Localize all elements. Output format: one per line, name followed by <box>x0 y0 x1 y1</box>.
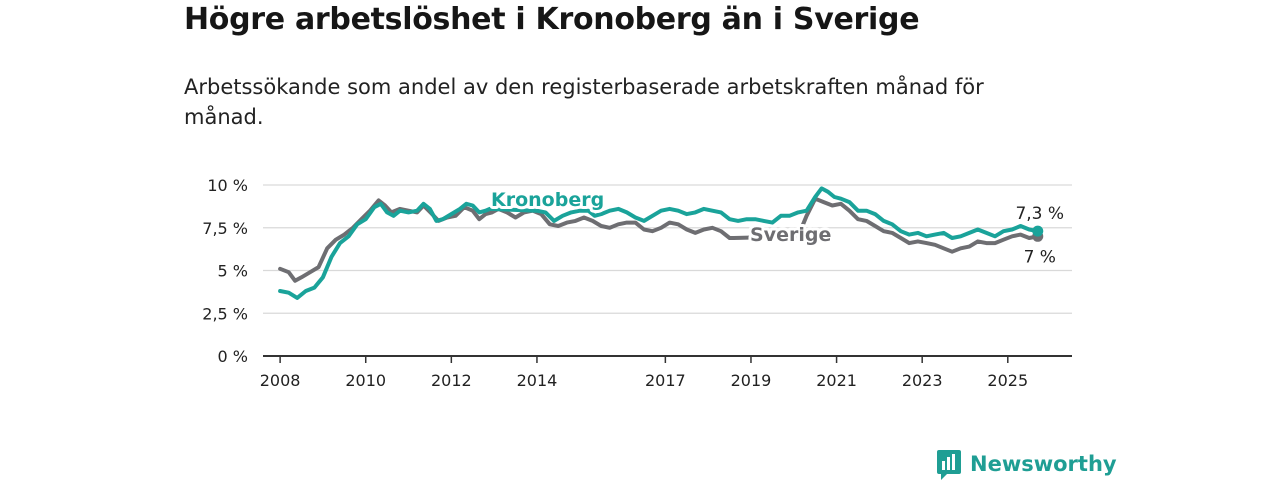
series-label-sverige-halo: Sverige <box>750 224 831 246</box>
x-tick-label: 2025 <box>987 371 1028 390</box>
x-tick-label: 2014 <box>517 371 558 390</box>
newsworthy-logo-icon <box>937 450 961 480</box>
y-tick-label: 0 % <box>218 347 248 366</box>
x-tick-label: 2023 <box>902 371 943 390</box>
y-tick-label: 7,5 % <box>202 219 248 238</box>
x-tick-label: 2008 <box>260 371 301 390</box>
series-lines <box>278 186 1044 300</box>
y-tick-label: 10 % <box>207 176 248 195</box>
y-axis-tick-labels: 0 % 2,5 % 5 % 7,5 % 10 % <box>202 176 248 366</box>
end-label-sverige: 7 % <box>1024 247 1056 267</box>
x-axis: 2008 2010 2012 2014 2017 2019 2021 2023 2025 <box>260 355 1072 390</box>
x-tick-label: 2019 <box>731 371 772 390</box>
end-label-kronoberg-halo: 7,3 % <box>1015 204 1064 224</box>
newsworthy-brand[interactable]: Newsworthy <box>936 448 1117 480</box>
x-tick-label: 2010 <box>345 371 386 390</box>
x-tick-label: 2017 <box>645 371 686 390</box>
end-label-sverige-halo: 7 % <box>1024 247 1056 267</box>
end-point-kronoberg <box>1032 225 1044 237</box>
series-line-sverige <box>278 196 1040 283</box>
x-tick-label: 2021 <box>816 371 857 390</box>
grid-lines <box>263 184 1072 314</box>
y-tick-label: 2,5 % <box>202 304 248 323</box>
line-chart: 0 % 2,5 % 5 % 7,5 % 10 % 2008 2010 2012 2014 201… <box>202 176 1072 390</box>
y-tick-label: 5 % <box>218 262 248 281</box>
series-label-sverige: Sverige <box>750 224 831 246</box>
chart-subtitle: Arbetssökande som andel av den registerb… <box>184 75 984 129</box>
end-label-kronoberg: 7,3 % <box>1015 204 1064 224</box>
chart-title: Högre arbetslöshet i Kronoberg än i Sver… <box>184 2 920 37</box>
brand-name: Newsworthy <box>970 452 1117 476</box>
series-line-kronoberg <box>278 186 1040 300</box>
x-tick-label: 2012 <box>431 371 472 390</box>
series-label-kronoberg: Kronoberg <box>491 189 604 211</box>
series-label-kronoberg-halo: Kronoberg <box>491 189 604 211</box>
